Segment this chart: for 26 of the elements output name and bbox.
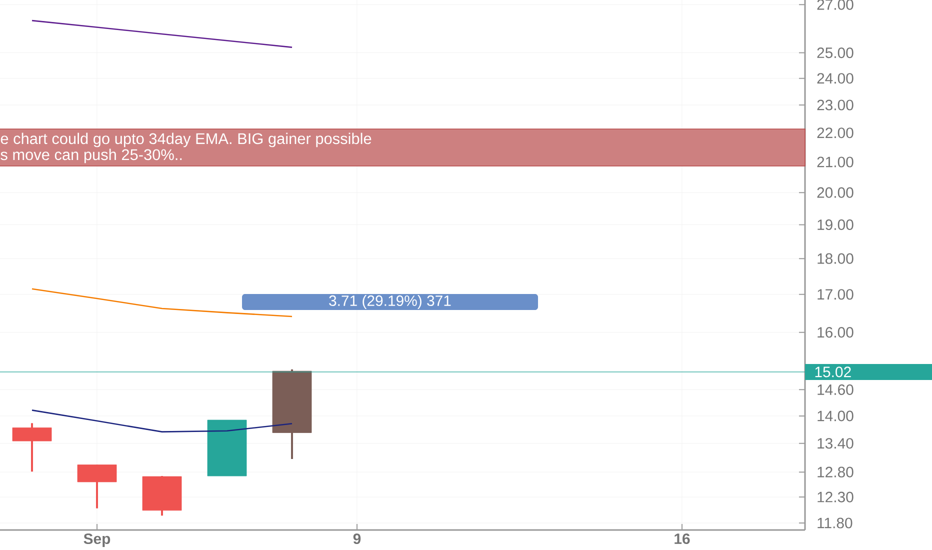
y-tick-label: 12.30: [818, 492, 854, 502]
annotation: e chart could go upto 34day EMA. BIG gainer possible: [0, 132, 372, 148]
x-tick-label: 16: [674, 533, 690, 544]
ref-line-label: 15.02: [815, 366, 851, 378]
y-tick-label: 25.00: [817, 47, 854, 58]
x-tick-label: Sep: [84, 533, 110, 548]
y-tick-label: 11.80: [818, 518, 852, 528]
y-tick-label: 24.00: [817, 73, 854, 84]
y-tick-label: 12.80: [818, 466, 854, 478]
y-tick-label: 19.00: [818, 219, 854, 230]
y-tick-label: 20.00: [817, 187, 854, 198]
line-series: [31, 410, 293, 432]
y-tick-label: 18.00: [818, 253, 854, 264]
y-tick-label: 17.00: [818, 289, 854, 300]
y-tick-label: 23.00: [817, 100, 854, 110]
annotation: s move can push 25-30%..: [0, 148, 182, 164]
x-tick-label: 9: [353, 533, 361, 544]
annotation: 3.71 (29.19%) 371: [329, 295, 451, 309]
line-series: [31, 288, 293, 318]
line-series: [31, 20, 293, 48]
y-tick-label: 16.00: [818, 327, 854, 338]
y-tick-label: 13.40: [818, 438, 854, 449]
y-tick-label: 21.00: [817, 156, 854, 168]
y-tick-label: 14.60: [818, 384, 854, 395]
y-tick-label: 14.00: [818, 410, 854, 422]
y-tick-label: 22.00: [817, 128, 854, 138]
